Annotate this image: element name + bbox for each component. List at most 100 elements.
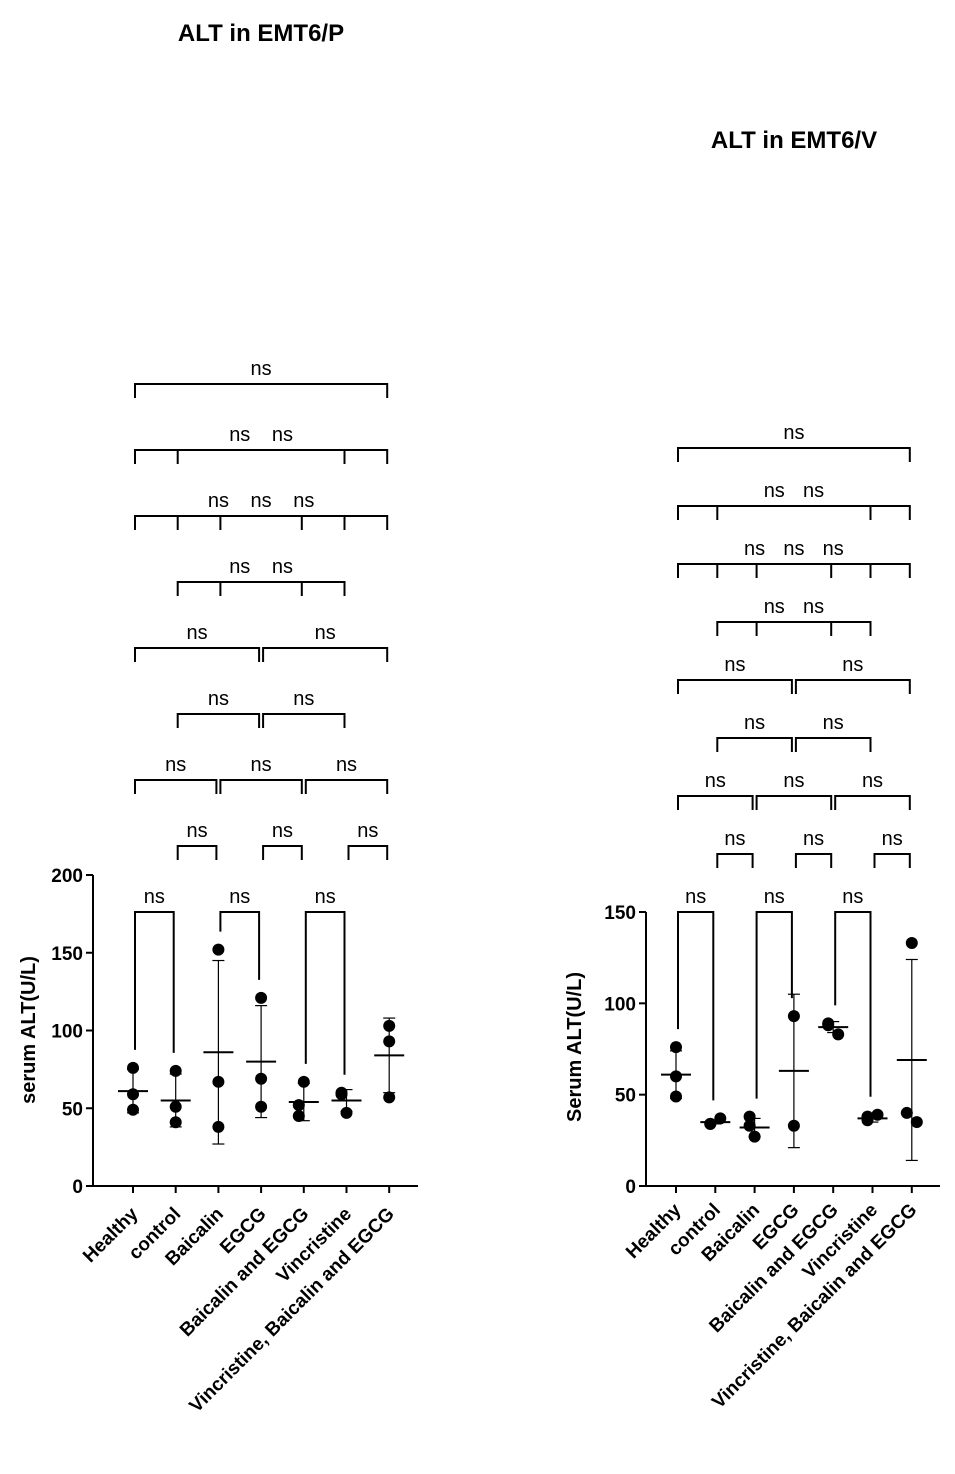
significance-bracket xyxy=(262,713,346,728)
significance-label: ns xyxy=(186,820,207,842)
significance-label: ns xyxy=(764,480,785,502)
significance-label: ns xyxy=(229,424,250,446)
data-point xyxy=(383,1035,396,1048)
significance-bracket xyxy=(716,853,754,868)
significance-label: ns xyxy=(229,886,250,908)
significance-label: ns xyxy=(764,886,785,908)
significance-label: ns xyxy=(251,358,272,380)
y-tick-label: 200 xyxy=(51,866,83,887)
significance-label: ns xyxy=(208,490,229,512)
significance-label: ns xyxy=(803,480,824,502)
significance-bracket xyxy=(304,911,346,1075)
significance-label: ns xyxy=(336,754,357,776)
significance-label: ns xyxy=(315,622,336,644)
significance-label: ns xyxy=(744,538,765,560)
significance-bracket xyxy=(716,737,793,752)
y-tick-label: 100 xyxy=(51,1022,83,1043)
data-point xyxy=(704,1117,717,1130)
significance-bracket xyxy=(677,505,872,520)
significance-label: ns xyxy=(229,556,250,578)
significance-bracket xyxy=(134,779,218,794)
significance-bracket xyxy=(755,621,872,636)
significance-bracket xyxy=(794,737,872,752)
data-point xyxy=(340,1106,353,1119)
significance-bracket xyxy=(716,621,833,636)
data-point xyxy=(383,1091,396,1104)
data-point xyxy=(127,1088,139,1101)
y-tick-label: 150 xyxy=(51,944,83,965)
y-axis-label: Serum ALT(U/L) xyxy=(564,972,586,1122)
significance-bracket xyxy=(134,515,303,530)
data-point xyxy=(255,991,268,1004)
y-tick-label: 0 xyxy=(72,1177,83,1198)
significance-bracket xyxy=(834,795,911,810)
significance-label: ns xyxy=(315,886,336,908)
significance-label: ns xyxy=(764,596,785,618)
significance-label: ns xyxy=(803,596,824,618)
data-point xyxy=(212,943,225,956)
chart-title: ALT in EMT6/V xyxy=(711,127,877,154)
significance-bracket xyxy=(134,647,261,662)
significance-bracket xyxy=(134,449,346,464)
significance-label: ns xyxy=(823,712,844,734)
significance-label: ns xyxy=(783,422,804,444)
significance-label: ns xyxy=(724,654,745,676)
significance-bracket xyxy=(304,779,389,794)
data-point xyxy=(670,1090,682,1103)
data-point xyxy=(292,1110,305,1123)
data-point xyxy=(169,1064,182,1077)
significance-label: ns xyxy=(272,556,293,578)
alt-emt6p-panel: ALT in EMT6/P serum ALT(U/L) 0 50 100 150 20… xyxy=(18,20,418,1417)
significance-label: ns xyxy=(357,820,378,842)
significance-bracket xyxy=(219,515,389,530)
significance-label: ns xyxy=(293,490,314,512)
data-point xyxy=(212,1120,225,1133)
y-tick-label: 50 xyxy=(62,1099,83,1120)
data-point xyxy=(335,1086,348,1099)
significance-bracket xyxy=(794,853,833,868)
significance-label: ns xyxy=(144,886,165,908)
significance-bracket xyxy=(134,383,389,398)
data-point xyxy=(169,1116,182,1129)
significance-label: ns xyxy=(705,770,726,792)
significance-label: ns xyxy=(783,770,804,792)
data-point xyxy=(905,937,918,950)
significance-bracket xyxy=(794,679,911,694)
significance-bracket xyxy=(677,679,793,694)
y-tick-label: 150 xyxy=(604,903,636,924)
significance-bracket xyxy=(716,505,911,520)
significance-bracket xyxy=(755,795,833,810)
significance-bracket xyxy=(219,911,261,980)
data-point xyxy=(822,1019,835,1032)
significance-label: ns xyxy=(744,712,765,734)
significance-bracket xyxy=(677,795,754,810)
data-point xyxy=(900,1106,913,1119)
data-point xyxy=(212,1075,225,1088)
y-tick-label: 100 xyxy=(604,994,636,1015)
data-point xyxy=(787,1119,800,1132)
data-point xyxy=(169,1100,182,1113)
y-tick-label: 50 xyxy=(615,1086,636,1107)
data-point xyxy=(127,1103,139,1116)
significance-bracket xyxy=(219,779,303,794)
y-tick-label: 0 xyxy=(625,1177,636,1198)
significance-label: ns xyxy=(803,828,824,850)
significance-bracket xyxy=(176,581,303,596)
significance-bracket xyxy=(677,563,833,578)
data-point xyxy=(292,1099,305,1112)
data-point xyxy=(670,1070,682,1083)
significance-label: ns xyxy=(685,886,706,908)
significance-bracket xyxy=(755,911,793,1099)
significance-bracket xyxy=(262,647,389,662)
data-point xyxy=(670,1041,682,1054)
data-point xyxy=(743,1119,756,1132)
significance-bracket xyxy=(347,845,389,860)
significance-label: ns xyxy=(293,688,314,710)
data-point xyxy=(910,1116,923,1129)
significance-bracket xyxy=(873,853,911,868)
significance-label: ns xyxy=(823,538,844,560)
significance-bracket xyxy=(176,449,389,464)
significance-bracket xyxy=(262,845,303,860)
significance-label: ns xyxy=(251,490,272,512)
significance-label: ns xyxy=(842,654,863,676)
